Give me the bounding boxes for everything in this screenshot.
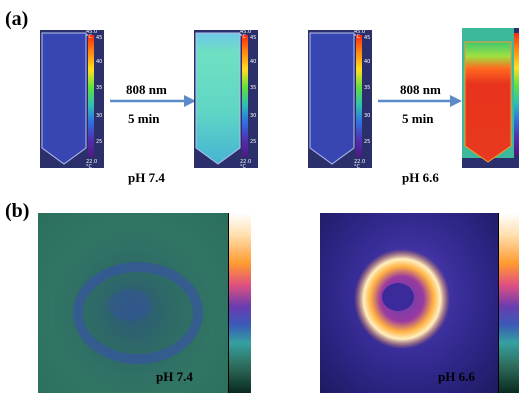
arrow-2-duration: 5 min <box>402 111 434 126</box>
tube-after-ph74 <box>195 32 241 165</box>
colorbar-2-max: 45.0 °C <box>240 29 252 40</box>
pa-colorbar-right <box>498 213 519 393</box>
colorbar-3-tick: 30 <box>364 113 371 119</box>
thermal-image-ph74-after: 45.0 °C 22.0 °C 45 40 35 30 25 <box>194 29 258 170</box>
colorbar-1-tick: 25 <box>96 139 103 145</box>
thermal-image-ph66-before: 45.0 °C 22.0 °C 45 40 35 30 25 <box>308 29 372 170</box>
tube-after-ph66 <box>462 28 514 163</box>
colorbar-2-tick: 30 <box>250 113 257 119</box>
colorbar-1-tick: 40 <box>96 59 103 65</box>
tube-before-ph66 <box>309 32 355 165</box>
colorbar-1-tick: 30 <box>96 113 103 119</box>
colorbar-1-tick: 45 <box>96 35 103 41</box>
pa-ph66-signal <box>354 249 450 349</box>
colorbar-3-tick: 40 <box>364 59 371 65</box>
arrow-2-wavelength: 808 nm <box>400 82 441 97</box>
colorbar-3-tick: 45 <box>364 35 371 41</box>
colorbar-1-min: 22.0 °C <box>86 159 98 170</box>
colorbar-1-tick: 35 <box>96 85 103 91</box>
colorbar-1-max: 45.0 °C <box>86 29 98 40</box>
pa-image-ph66: pH 6.6 <box>320 213 498 393</box>
ph-label-a-left: pH 7.4 <box>128 170 165 185</box>
arrow-1-duration: 5 min <box>128 111 160 126</box>
colorbar-3-tick: 35 <box>364 85 371 91</box>
colorbar-3-min: 22.0 °C <box>354 159 366 170</box>
panel-a-label: (a) <box>5 8 29 30</box>
colorbar-2-tick: 25 <box>250 139 257 145</box>
ph-label-b-right: pH 6.6 <box>438 369 475 384</box>
ph-label-a-right: pH 6.6 <box>402 170 439 185</box>
pa-image-ph74: pH 7.4 <box>38 213 228 393</box>
tube-before-ph74 <box>41 32 87 165</box>
colorbar-2 <box>242 35 248 157</box>
thermal-image-ph66-after <box>462 28 519 168</box>
colorbar-3-max: 45.0 °C <box>354 29 366 40</box>
colorbar-3-tick: 25 <box>364 139 371 145</box>
colorbar-3 <box>356 35 362 157</box>
colorbar-2-tick: 35 <box>250 85 257 91</box>
colorbar-4 <box>514 33 519 155</box>
colorbar-2-min: 22.0 °C <box>240 159 252 170</box>
arrow-1-icon <box>110 95 196 107</box>
colorbar-2-tick: 45 <box>250 35 257 41</box>
colorbar-2-tick: 40 <box>250 59 257 65</box>
pa-ph74-signal <box>73 262 203 364</box>
pa-colorbar-left <box>228 213 251 393</box>
arrow-1-wavelength: 808 nm <box>126 82 167 97</box>
thermal-image-ph74-before: 45.0 °C 22.0 °C 45 40 35 30 25 <box>40 29 104 170</box>
panel-b-label: (b) <box>5 200 30 222</box>
arrow-2-icon <box>378 95 462 107</box>
colorbar-1 <box>88 35 94 157</box>
ph-label-b-left: pH 7.4 <box>156 369 193 384</box>
